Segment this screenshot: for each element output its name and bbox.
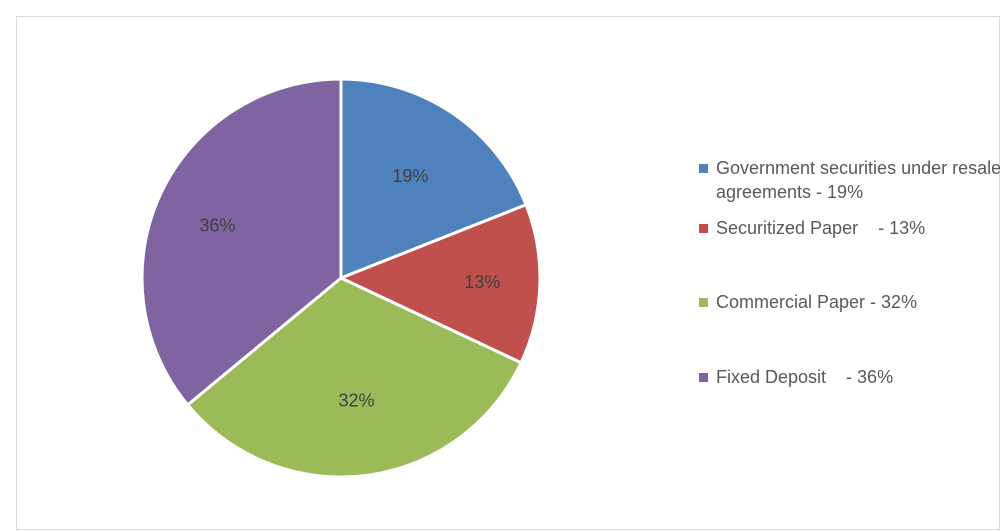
legend-label-commercial-paper: Commercial Paper - 32%	[716, 292, 918, 312]
legend-item-commercial-paper: Commercial Paper - 32%	[699, 290, 1000, 314]
data-label-commercial-paper: 32%	[338, 390, 374, 410]
legend-swatch-government-securities	[699, 164, 708, 173]
legend-label-securitized-paper: Securitized Paper - 13%	[716, 218, 926, 238]
legend-swatch-securitized-paper	[699, 224, 708, 233]
legend-label-government-securities: Government securities under resale agree…	[716, 158, 1000, 202]
data-label-government-securities: 19%	[392, 166, 428, 186]
legend-swatch-fixed-deposit	[699, 373, 708, 382]
data-label-fixed-deposit: 36%	[199, 215, 235, 235]
legend-item-government-securities: Government securities under resale agree…	[699, 156, 1000, 204]
pie-slice-securitized-paper	[337, 202, 542, 365]
pie-chart: 19% 13% 32% 36%	[140, 77, 542, 479]
chart-area: 19% 13% 32% 36% Government securities under…	[16, 16, 1000, 530]
legend-item-securitized-paper: Securitized Paper - 13%	[699, 216, 1000, 240]
legend-label-fixed-deposit: Fixed Deposit - 36%	[716, 367, 894, 387]
pie-slice-fixed-deposit	[140, 77, 343, 407]
legend-swatch-commercial-paper	[699, 298, 708, 307]
legend-item-fixed-deposit: Fixed Deposit - 36%	[699, 365, 1000, 389]
pie-slice-government-securities	[339, 77, 528, 281]
data-label-securitized-paper: 13%	[464, 272, 500, 292]
pie-slice-commercial-paper	[185, 276, 524, 479]
